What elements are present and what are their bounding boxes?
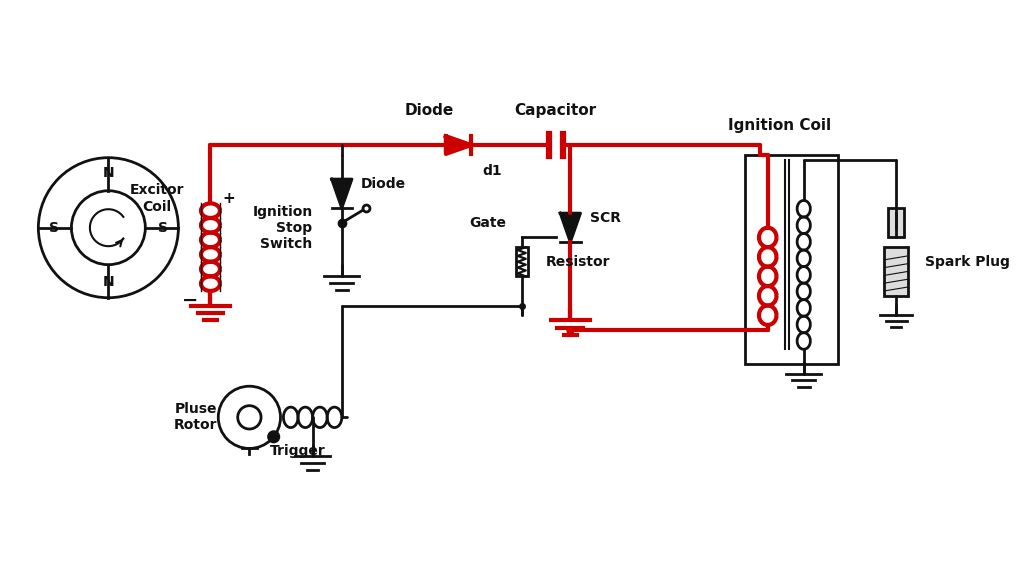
Text: Ignition
Stop
Switch: Ignition Stop Switch	[252, 204, 312, 251]
Text: Capacitor: Capacitor	[515, 103, 597, 118]
Text: SCR: SCR	[590, 211, 621, 225]
Text: Gate: Gate	[469, 216, 506, 230]
Polygon shape	[332, 179, 352, 209]
Text: +: +	[222, 191, 234, 206]
Text: Diode: Diode	[404, 103, 454, 118]
Circle shape	[268, 431, 280, 442]
Text: S: S	[158, 221, 168, 234]
Text: Pluse
Rotor: Pluse Rotor	[174, 402, 218, 433]
Text: N: N	[102, 166, 115, 180]
Text: Excitor
Coil: Excitor Coil	[130, 183, 184, 214]
FancyBboxPatch shape	[745, 155, 838, 364]
FancyBboxPatch shape	[889, 209, 904, 237]
Text: d1: d1	[482, 165, 503, 179]
Text: −: −	[182, 291, 199, 310]
Polygon shape	[560, 213, 581, 242]
Text: Spark Plug: Spark Plug	[926, 255, 1011, 269]
Text: N: N	[102, 275, 115, 289]
Text: S: S	[49, 221, 59, 234]
FancyBboxPatch shape	[885, 247, 908, 296]
Text: Diode: Diode	[361, 177, 407, 191]
Text: Resistor: Resistor	[546, 255, 610, 269]
Polygon shape	[445, 136, 471, 154]
Text: Ignition Coil: Ignition Coil	[728, 118, 831, 133]
FancyBboxPatch shape	[516, 247, 527, 276]
Text: Trigger: Trigger	[270, 445, 326, 458]
